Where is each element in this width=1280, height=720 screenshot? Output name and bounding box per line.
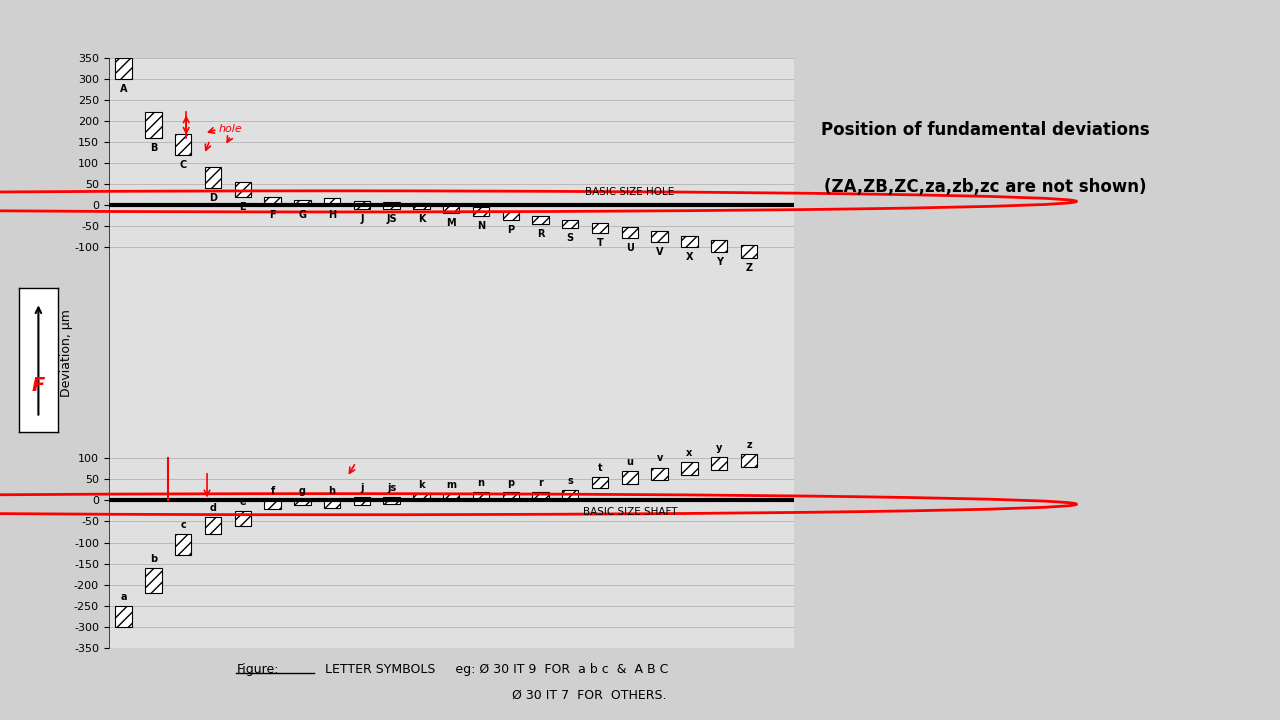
- Bar: [324, 500, 340, 508]
- Bar: [562, 220, 579, 228]
- Text: x: x: [686, 449, 692, 458]
- Text: X: X: [686, 253, 694, 262]
- Bar: [265, 500, 280, 509]
- Text: G: G: [298, 210, 306, 220]
- Text: S: S: [567, 233, 573, 243]
- Bar: [324, 197, 340, 205]
- Text: r: r: [538, 478, 543, 487]
- Text: m: m: [447, 480, 456, 490]
- Text: f: f: [270, 486, 275, 496]
- Text: s: s: [567, 476, 573, 485]
- Bar: [532, 216, 549, 224]
- Bar: [145, 568, 161, 593]
- Bar: [384, 497, 399, 504]
- Text: JS: JS: [387, 214, 397, 224]
- Text: C: C: [179, 160, 187, 170]
- Text: A: A: [120, 84, 128, 94]
- Text: Ø 30 IT 7  FOR  OTHERS.: Ø 30 IT 7 FOR OTHERS.: [512, 688, 667, 701]
- Text: n: n: [477, 478, 484, 487]
- Text: Z: Z: [745, 263, 753, 273]
- Bar: [681, 462, 698, 475]
- Text: j: j: [360, 483, 364, 492]
- Bar: [294, 500, 311, 505]
- Bar: [652, 467, 668, 480]
- Bar: [353, 497, 370, 505]
- Text: P: P: [507, 225, 515, 235]
- Text: u: u: [626, 456, 634, 467]
- Bar: [145, 112, 161, 138]
- Bar: [532, 492, 549, 500]
- Bar: [265, 197, 280, 205]
- Text: Deviation, μm: Deviation, μm: [60, 309, 73, 397]
- Bar: [175, 133, 192, 155]
- Text: (ZA,ZB,ZC,za,zb,zc are not shown): (ZA,ZB,ZC,za,zb,zc are not shown): [824, 179, 1147, 197]
- Text: t: t: [598, 463, 603, 473]
- Bar: [503, 492, 518, 500]
- Text: J: J: [360, 214, 364, 224]
- Text: N: N: [477, 221, 485, 231]
- Text: p: p: [507, 478, 515, 487]
- Bar: [710, 457, 727, 470]
- Text: Y: Y: [716, 258, 723, 268]
- Bar: [234, 511, 251, 526]
- Bar: [652, 230, 668, 243]
- Bar: [562, 490, 579, 500]
- Bar: [115, 58, 132, 78]
- Bar: [115, 606, 132, 627]
- Text: T: T: [596, 238, 603, 248]
- Text: hole: hole: [219, 125, 243, 135]
- Bar: [205, 517, 221, 534]
- Text: d: d: [210, 503, 216, 513]
- Bar: [681, 235, 698, 248]
- Text: h: h: [329, 486, 335, 496]
- Text: B: B: [150, 143, 157, 153]
- Text: LETTER SYMBOLS     eg: Ø 30 IT 9  FOR  a b c  &  A B C: LETTER SYMBOLS eg: Ø 30 IT 9 FOR a b c &…: [317, 663, 669, 676]
- Bar: [472, 207, 489, 216]
- Bar: [175, 534, 192, 555]
- Text: b: b: [150, 554, 157, 564]
- Text: BASIC SIZE SHAFT: BASIC SIZE SHAFT: [582, 507, 677, 517]
- Bar: [353, 201, 370, 209]
- Text: js: js: [387, 483, 397, 492]
- Text: c: c: [180, 520, 186, 530]
- Bar: [710, 240, 727, 253]
- Bar: [472, 492, 489, 500]
- Bar: [294, 200, 311, 205]
- Text: H: H: [328, 210, 337, 220]
- Text: F: F: [269, 210, 276, 220]
- Text: Position of fundamental deviations: Position of fundamental deviations: [822, 120, 1149, 138]
- Text: z: z: [746, 440, 751, 450]
- Bar: [413, 202, 430, 210]
- Bar: [234, 182, 251, 197]
- Bar: [443, 205, 460, 213]
- Text: U: U: [626, 243, 634, 253]
- Text: g: g: [298, 486, 306, 496]
- Bar: [443, 494, 460, 500]
- Text: M: M: [447, 218, 456, 228]
- Text: v: v: [657, 454, 663, 463]
- Bar: [384, 202, 399, 209]
- Bar: [622, 227, 637, 238]
- Text: k: k: [419, 480, 425, 490]
- Text: e: e: [239, 497, 246, 507]
- Text: D: D: [209, 194, 218, 203]
- Bar: [741, 246, 758, 258]
- Bar: [205, 167, 221, 189]
- Bar: [741, 454, 758, 467]
- Text: a: a: [120, 592, 127, 602]
- Text: K: K: [417, 215, 425, 225]
- Text: R: R: [536, 229, 544, 239]
- Text: y: y: [716, 444, 722, 453]
- Bar: [622, 471, 637, 484]
- Text: BASIC SIZE HOLE: BASIC SIZE HOLE: [585, 186, 675, 197]
- Bar: [591, 477, 608, 487]
- Text: Figure:: Figure:: [237, 663, 279, 676]
- Bar: [413, 494, 430, 500]
- Text: E: E: [239, 202, 246, 212]
- Text: F: F: [32, 376, 45, 395]
- Bar: [503, 212, 518, 220]
- Bar: [591, 223, 608, 233]
- Text: V: V: [655, 248, 663, 257]
